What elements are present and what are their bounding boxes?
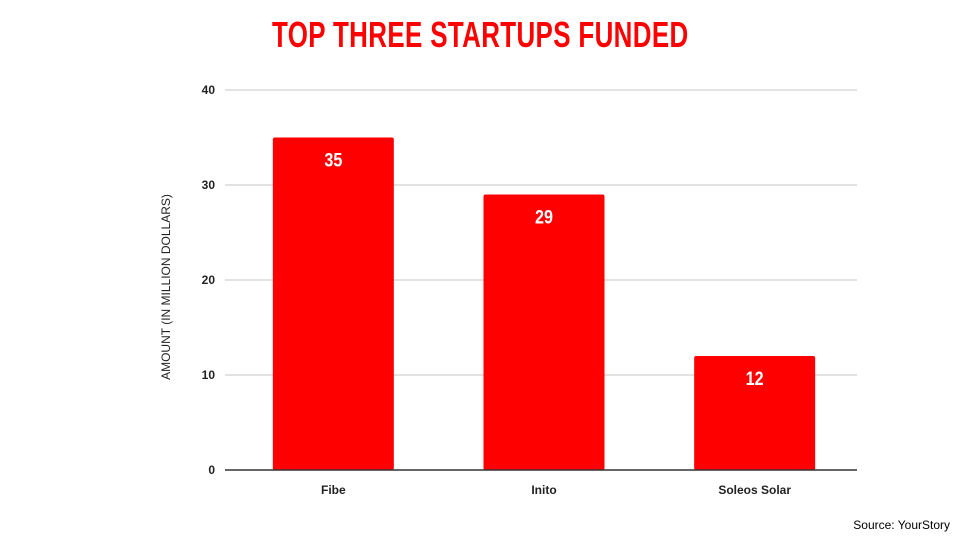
x-tick-label: Inito	[531, 483, 556, 497]
data-label: 35	[324, 149, 342, 171]
y-axis-title: AMOUNT (IN MILLION DOLLARS)	[159, 194, 173, 380]
y-tick-label: 0	[208, 463, 215, 477]
bar-inito	[483, 194, 605, 470]
source-note: Source: YourStory	[853, 518, 950, 532]
y-tick-label: 10	[202, 368, 216, 382]
bar-soleos-solar	[694, 356, 816, 470]
chart-title-text: TOP THREE STARTUPS FUNDED	[271, 14, 689, 55]
bar-fibe	[272, 137, 394, 470]
y-tick-label: 40	[202, 83, 216, 97]
y-tick-label: 30	[202, 178, 216, 192]
x-tick-label: Fibe	[321, 483, 346, 497]
data-label: 29	[535, 206, 553, 228]
x-tick-label: Soleos Solar	[718, 483, 791, 497]
chart-title: TOP THREE STARTUPS FUNDED	[0, 14, 960, 56]
data-label: 12	[746, 368, 764, 390]
y-tick-label: 20	[202, 273, 216, 287]
